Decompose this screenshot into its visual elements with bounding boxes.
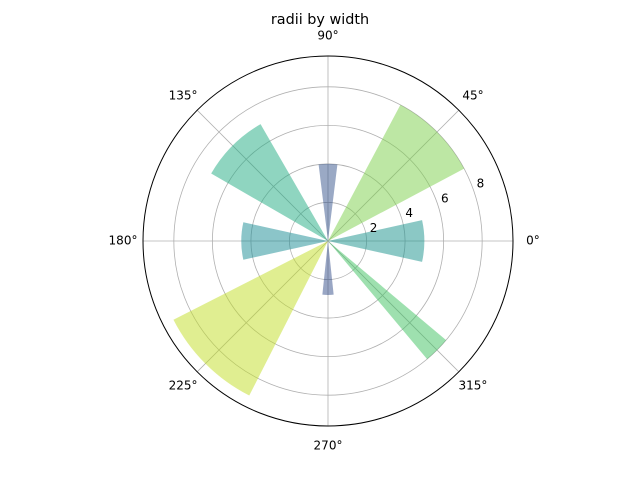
angle-tick-label: 315° xyxy=(459,378,488,392)
polar-bar xyxy=(328,104,465,242)
radius-tick-label: 2 xyxy=(370,221,378,235)
polar-bar xyxy=(173,241,328,396)
radius-tick-label: 6 xyxy=(441,191,449,205)
polar-bar xyxy=(211,124,328,241)
angle-tick-label: 135° xyxy=(169,89,198,103)
bars xyxy=(173,104,465,396)
polar-bar xyxy=(328,241,447,360)
polar-frame xyxy=(142,55,514,427)
polar-bar xyxy=(318,163,338,241)
angle-tick-label: 0° xyxy=(526,234,540,248)
radius-grid-ring xyxy=(173,86,483,396)
radius-tick-label: 4 xyxy=(405,206,413,220)
chart-title: radii by width xyxy=(271,12,369,28)
angle-tick-label: 90° xyxy=(317,29,338,43)
radius-grid-ring xyxy=(211,124,445,358)
radius-tick-labels: 2 4 6 8 xyxy=(370,177,484,235)
polar-bar xyxy=(328,220,425,262)
angle-tick-labels: 0° 45° 90° 135° 180° 225° 270° 315° xyxy=(109,29,540,453)
angle-tick-label: 45° xyxy=(462,89,483,103)
angle-tick-label: 180° xyxy=(109,234,138,248)
polar-bar xyxy=(241,222,328,260)
polar-bar xyxy=(322,241,334,295)
radius-tick-label: 8 xyxy=(477,177,485,191)
angle-tick-label: 270° xyxy=(314,439,343,453)
angle-tick-label: 225° xyxy=(169,378,198,392)
